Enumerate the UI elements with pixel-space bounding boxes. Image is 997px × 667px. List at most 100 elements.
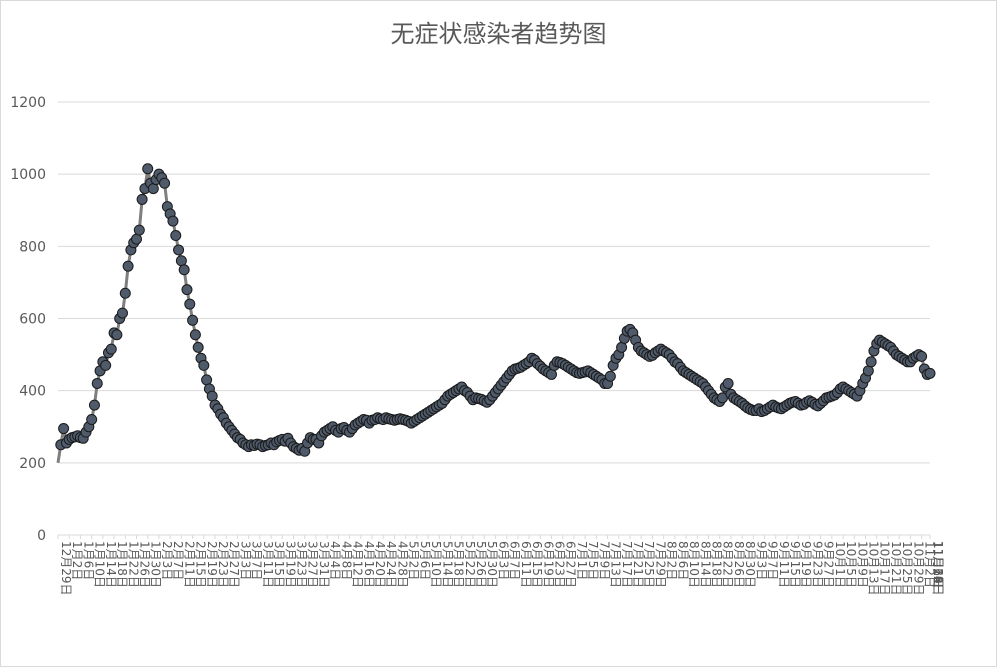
x-tick-label: 4月12日 <box>351 541 365 588</box>
x-tick-label: 7月25日 <box>642 541 656 588</box>
x-tick-label: 5月14日 <box>440 541 454 588</box>
x-tick-label: 8月26日 <box>732 541 746 588</box>
y-tick-label: 800 <box>19 239 46 255</box>
x-tick-label: 2月19日 <box>205 541 219 588</box>
x-tick-label: 7月21日 <box>631 541 645 588</box>
x-tick-label: 5月30日 <box>485 541 499 588</box>
data-point <box>142 163 154 175</box>
x-tick-label: 9月3日 <box>754 541 768 580</box>
x-tick-label: 3月11日 <box>261 541 275 588</box>
x-tick-label: 4月4日 <box>328 541 342 580</box>
x-tick-label: 12月29日 <box>59 541 73 596</box>
x-tick-label: 10月29日 <box>911 541 925 596</box>
data-point <box>131 233 143 245</box>
data-point <box>545 368 557 380</box>
x-tick-label: 3月27日 <box>306 541 320 588</box>
data-point <box>192 341 204 353</box>
x-tick-label: 9月15日 <box>788 541 802 588</box>
x-tick-label: 2月7日 <box>171 541 185 580</box>
data-point <box>181 284 193 296</box>
x-tick-label: 8月10日 <box>687 541 701 588</box>
x-tick-label: 3月3日 <box>238 541 252 580</box>
x-tick-label: 4月16日 <box>362 541 376 588</box>
y-tick-label: 1200 <box>10 95 46 111</box>
x-tick-label: 1月10日 <box>93 541 107 588</box>
x-tick-label: 8月30日 <box>743 541 757 588</box>
x-tick-label: 10月1日 <box>833 541 847 588</box>
data-point <box>924 367 936 379</box>
data-point <box>175 255 187 267</box>
data-point <box>916 350 928 362</box>
x-tick-label: 5月18日 <box>452 541 466 588</box>
x-tick-label: 7月1日 <box>575 541 589 580</box>
x-tick-label: 9月11日 <box>777 541 791 588</box>
x-tick-label: 1月2日 <box>70 541 84 580</box>
x-tick-label: 11月22日 <box>931 541 945 596</box>
data-point <box>187 314 199 326</box>
x-tick-label: 9月27日 <box>822 541 836 588</box>
data-point <box>865 356 877 368</box>
x-tick-label: 1月22日 <box>126 541 140 588</box>
x-tick-label: 8月22日 <box>721 541 735 588</box>
x-tick-label: 1月18日 <box>115 541 129 588</box>
data-point <box>122 260 134 272</box>
data-point <box>173 244 185 256</box>
x-tick-label: 5月10日 <box>429 541 443 588</box>
y-tick-label: 0 <box>37 528 46 544</box>
x-tick-label: 1月14日 <box>104 541 118 588</box>
y-axis-labels: 0 200 400 600 800 1000 1200 <box>10 95 46 544</box>
x-tick-label: 1月26日 <box>138 541 152 588</box>
x-tick-label: 11月26日 <box>931 541 945 596</box>
x-tick-label: 8月18日 <box>709 541 723 588</box>
x-tick-label: 9月19日 <box>799 541 813 588</box>
x-tick-label: 4月24日 <box>384 541 398 588</box>
x-tick-label: 6月7日 <box>508 541 522 580</box>
x-tick-label: 6月3日 <box>496 541 510 580</box>
x-tick-label: 2月15日 <box>194 541 208 588</box>
data-point <box>170 230 182 242</box>
data-point <box>58 423 70 435</box>
data-point <box>136 193 148 205</box>
x-tick-label: 11月18日 <box>931 541 945 596</box>
x-tick-label: 10月13日 <box>867 541 881 596</box>
x-tick-label: 7月5日 <box>586 541 600 580</box>
x-tick-label: 8月6日 <box>676 541 690 580</box>
data-point <box>722 377 734 389</box>
x-tick-label: 4月28日 <box>395 541 409 588</box>
data-point <box>100 359 112 371</box>
x-tick-label: 1月6日 <box>81 541 95 580</box>
x-tick-label: 5月26日 <box>474 541 488 588</box>
x-tick-label: 11月2日 <box>923 541 937 588</box>
data-point <box>147 183 159 195</box>
data-point <box>105 343 117 355</box>
x-tick-label: 6月27日 <box>564 541 578 588</box>
x-tick-label: 3月19日 <box>283 541 297 588</box>
data-point <box>111 329 123 341</box>
data-point <box>184 298 196 310</box>
x-tick-label: 2月27日 <box>227 541 241 588</box>
y-tick-label: 600 <box>19 312 46 328</box>
x-tick-label: 9月7日 <box>766 541 780 580</box>
x-tick-label: 3月7日 <box>250 541 264 580</box>
x-tick-label: 7月29日 <box>653 541 667 588</box>
data-point <box>862 365 874 377</box>
x-tick-label: 2月3日 <box>160 541 174 580</box>
y-tick-label: 1000 <box>10 167 46 183</box>
x-tick-label: 10月9日 <box>855 541 869 588</box>
x-tick-label: 3月15日 <box>272 541 286 588</box>
x-tick-label: 6月11日 <box>519 541 533 588</box>
x-tick-label: 4月20日 <box>373 541 387 588</box>
x-tick-label: 10月21日 <box>889 541 903 596</box>
x-tick-label: 7月9日 <box>597 541 611 580</box>
x-tick-label: 5月22日 <box>463 541 477 588</box>
x-tick-label: 11月6日 <box>931 541 945 588</box>
x-tick-label: 3月31日 <box>317 541 331 588</box>
data-point <box>167 215 179 227</box>
x-tick-label: 3月23日 <box>295 541 309 588</box>
x-tick-label: 10月17日 <box>878 541 892 596</box>
chart-title: 无症状感染者趋势图 <box>390 20 607 48</box>
x-tick-label: 11月10日 <box>931 541 945 596</box>
